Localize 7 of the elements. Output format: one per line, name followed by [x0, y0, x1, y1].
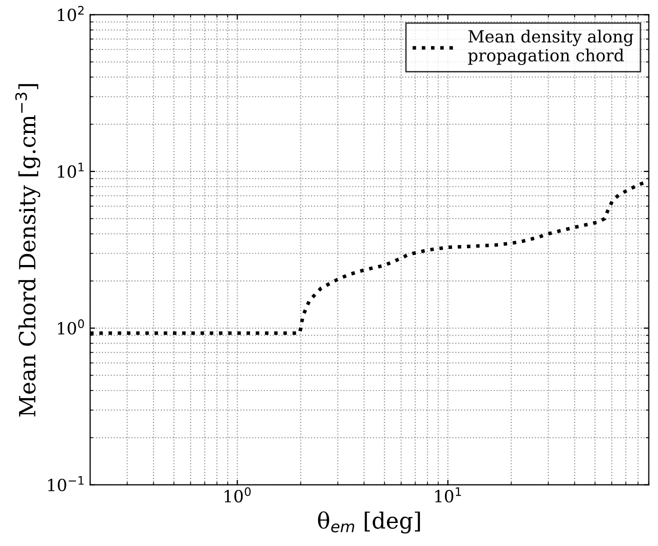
- y-axis-title: Mean Chord Density [g.cm$^{−3}$]: [15, 84, 40, 416]
- y-tick-label: 10$^{2}$: [58, 6, 84, 22]
- legend-label: Mean density along propagation chord: [468, 30, 634, 66]
- x-axis-title: θ$_{em}$ [deg]: [318, 511, 420, 534]
- y-tick-label: 10$^{1}$: [58, 162, 84, 178]
- y-tick-label: 10$^{0}$: [58, 319, 84, 335]
- y-tick-label: 10$^{−1}$: [48, 476, 84, 492]
